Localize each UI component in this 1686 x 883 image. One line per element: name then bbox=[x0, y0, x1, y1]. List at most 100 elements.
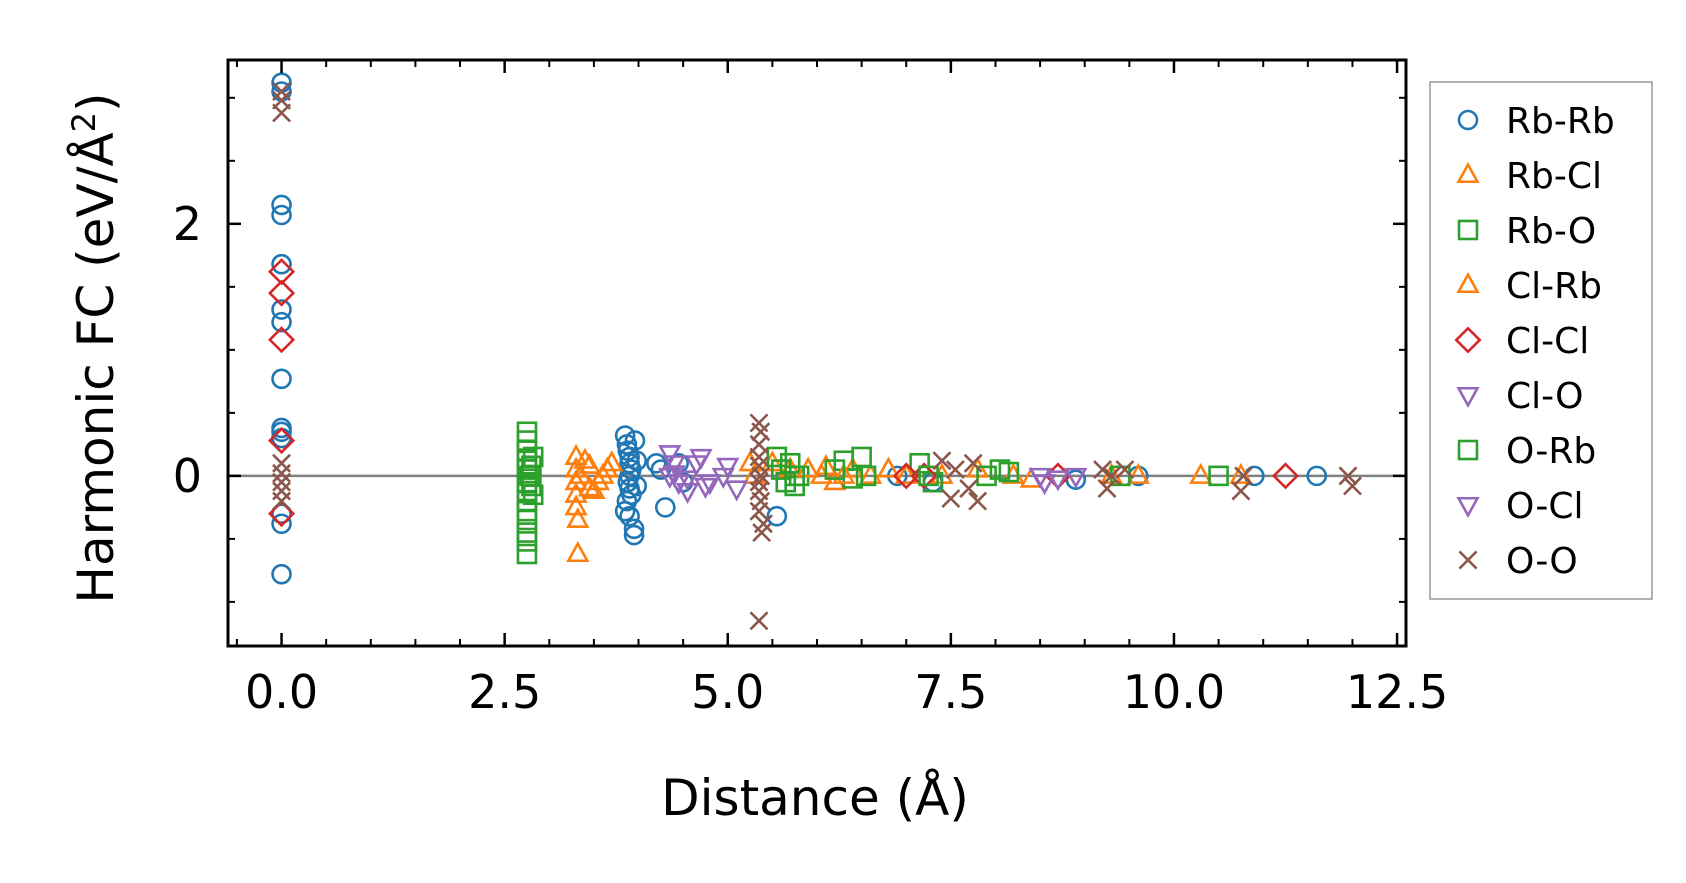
point-rb-cl bbox=[566, 506, 590, 529]
legend-label-cl-cl: Cl-Cl bbox=[1506, 321, 1589, 362]
legend-marker-rb-rb bbox=[1457, 109, 1479, 131]
point-o-o bbox=[1102, 466, 1121, 486]
point-rb-rb bbox=[271, 311, 292, 333]
point-cl-rb bbox=[568, 462, 593, 484]
point-rb-rb bbox=[624, 430, 646, 451]
point-o-o bbox=[1115, 460, 1135, 480]
point-cl-cl bbox=[892, 462, 920, 490]
point-o-o bbox=[272, 472, 292, 492]
data-points bbox=[268, 72, 1362, 631]
point-o-o bbox=[749, 611, 769, 631]
point-rb-rb bbox=[766, 505, 788, 527]
series-rb-rb bbox=[271, 72, 1328, 585]
point-rb-rb bbox=[271, 368, 292, 390]
point-rb-o bbox=[1208, 465, 1229, 487]
point-rb-rb bbox=[623, 524, 645, 546]
point-rb-cl bbox=[577, 475, 602, 497]
point-o-rb bbox=[976, 465, 997, 487]
point-rb-o bbox=[516, 459, 538, 480]
point-rb-rb bbox=[271, 194, 292, 216]
point-rb-rb bbox=[654, 497, 676, 518]
point-o-rb bbox=[522, 484, 544, 506]
legend-marker-o-rb bbox=[1457, 439, 1479, 461]
point-o-o bbox=[1231, 481, 1251, 501]
axes: 0.0 2.5 5.0 7.5 10.0 12.5 0 2 bbox=[173, 58, 1448, 719]
point-rb-rb bbox=[626, 475, 648, 497]
legend-label-o-cl: O-Cl bbox=[1506, 486, 1583, 527]
legend-marker-rb-cl bbox=[1456, 161, 1480, 184]
point-cl-cl bbox=[268, 258, 296, 286]
point-o-o bbox=[932, 451, 952, 471]
x-tick-label: 0.0 bbox=[245, 665, 318, 719]
point-o-rb bbox=[522, 446, 544, 468]
series-o-o bbox=[272, 82, 1362, 631]
point-o-o bbox=[1097, 479, 1117, 498]
point-rb-rb bbox=[614, 500, 636, 522]
legend-label-rb-rb: Rb-Rb bbox=[1506, 101, 1615, 142]
x-tick-label: 2.5 bbox=[468, 665, 541, 719]
point-o-o bbox=[1338, 466, 1358, 486]
point-o-o bbox=[749, 447, 769, 467]
legend-marker-cl-rb bbox=[1456, 271, 1480, 294]
point-rb-cl bbox=[1126, 462, 1150, 484]
point-rb-o bbox=[855, 465, 877, 487]
point-o-o bbox=[752, 523, 772, 543]
point-cl-o bbox=[698, 474, 722, 496]
point-rb-rb bbox=[619, 505, 640, 527]
point-cl-cl bbox=[1271, 462, 1300, 490]
point-rb-rb bbox=[271, 513, 292, 535]
point-o-o bbox=[272, 82, 292, 101]
point-o-rb bbox=[918, 465, 939, 487]
point-o-o bbox=[1342, 476, 1362, 496]
x-axis-title: Distance (Å) bbox=[661, 769, 969, 827]
point-o-o bbox=[1093, 460, 1113, 480]
point-cl-o bbox=[725, 480, 749, 502]
point-cl-cl bbox=[268, 427, 296, 455]
plot-frame bbox=[226, 58, 1408, 648]
point-rb-o bbox=[516, 531, 538, 552]
point-o-o bbox=[945, 460, 965, 480]
point-rb-cl bbox=[577, 452, 602, 474]
point-rb-rb bbox=[623, 518, 645, 540]
point-o-cl bbox=[711, 467, 735, 489]
point-rb-rb bbox=[271, 204, 292, 226]
point-rb-cl bbox=[600, 450, 624, 472]
point-cl-o bbox=[1064, 467, 1088, 489]
point-rb-cl bbox=[566, 540, 590, 563]
legend-marker-o-cl bbox=[1456, 496, 1480, 519]
point-cl-cl bbox=[268, 279, 296, 307]
point-o-o bbox=[272, 481, 292, 501]
legend-label-o-rb: O-Rb bbox=[1506, 431, 1596, 472]
point-o-cl bbox=[693, 477, 718, 499]
point-rb-cl bbox=[1189, 462, 1213, 484]
point-cl-o bbox=[675, 482, 700, 505]
series-o-cl bbox=[658, 455, 1057, 499]
point-o-o bbox=[272, 491, 292, 511]
point-o-rb bbox=[784, 465, 805, 487]
x-tick-label: 12.5 bbox=[1346, 665, 1448, 719]
point-o-cl bbox=[684, 455, 709, 477]
point-cl-o bbox=[716, 457, 740, 479]
point-cl-cl bbox=[268, 326, 296, 354]
legend-label-rb-o: Rb-O bbox=[1506, 211, 1596, 252]
point-o-o bbox=[272, 463, 292, 483]
y-tick-label: 0 bbox=[173, 449, 202, 503]
point-cl-o bbox=[658, 445, 682, 467]
point-rb-o bbox=[516, 509, 538, 531]
legend-marker-cl-cl bbox=[1454, 326, 1482, 354]
legend-label-o-o: O-O bbox=[1506, 541, 1578, 582]
point-cl-o bbox=[1046, 470, 1070, 492]
point-rb-cl bbox=[876, 456, 901, 478]
y-tick-label: 2 bbox=[173, 197, 202, 251]
point-o-o bbox=[749, 501, 769, 521]
legend: Rb-Rb Rb-Cl Rb-O Cl-Rb Cl-Cl Cl-O O-Rb O-Cl O-O bbox=[1429, 81, 1653, 600]
point-o-o bbox=[959, 479, 979, 498]
y-axis-title-end: ) bbox=[67, 92, 125, 112]
point-o-o bbox=[272, 453, 292, 473]
y-axis-title-main: Harmonic FC (eV/Å bbox=[67, 132, 125, 603]
point-rb-rb bbox=[271, 421, 292, 443]
point-rb-rb bbox=[614, 425, 636, 446]
point-rb-o bbox=[516, 543, 538, 565]
point-cl-rb bbox=[894, 462, 918, 484]
